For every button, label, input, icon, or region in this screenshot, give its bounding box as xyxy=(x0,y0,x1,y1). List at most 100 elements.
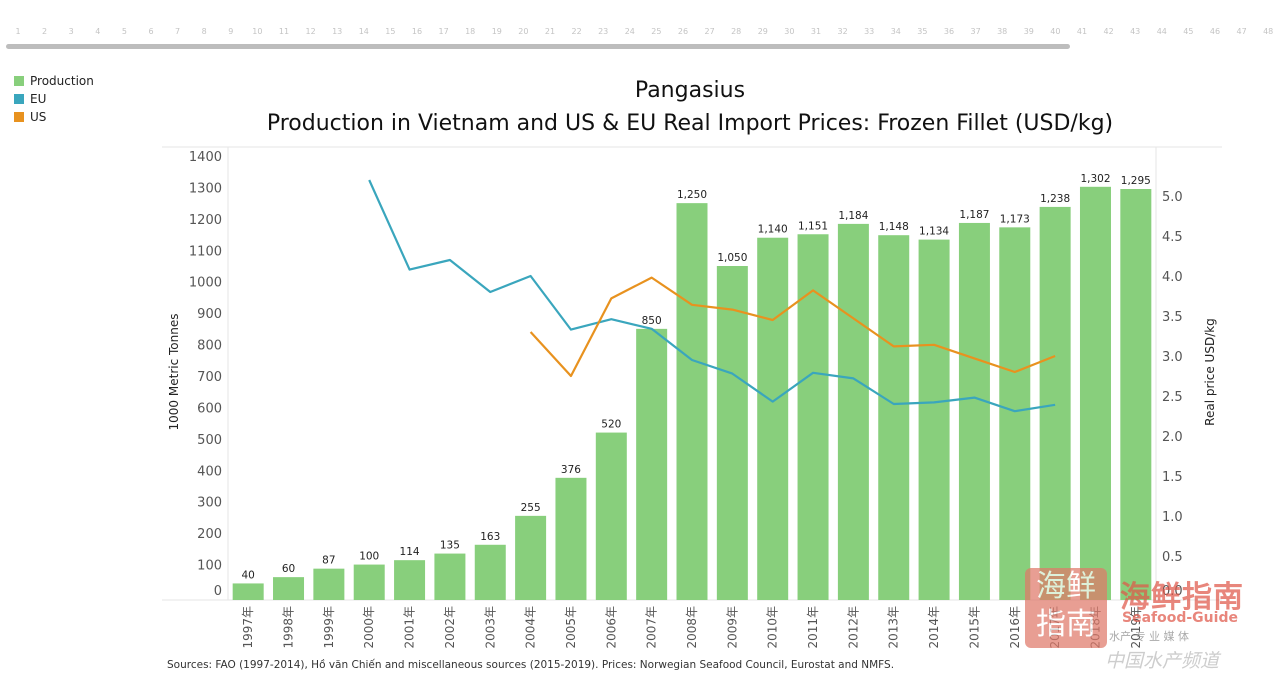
tick-strip-label: 23 xyxy=(598,27,608,36)
watermark-box: 海鲜指南 xyxy=(1025,568,1107,648)
tick-strip-label: 15 xyxy=(385,27,395,36)
tick-strip-label: 21 xyxy=(545,27,555,36)
tick-strip-label: 12 xyxy=(306,27,316,36)
bar-production xyxy=(837,223,869,600)
y2-axis-title: Real price USD/kg xyxy=(1203,318,1217,426)
x-tick-label: 2002年 xyxy=(443,606,457,649)
tick-strip-label: 11 xyxy=(279,27,289,36)
bar-production xyxy=(757,237,789,600)
x-tick-label: 2000年 xyxy=(362,606,376,649)
bar-data-label: 376 xyxy=(561,464,581,476)
line-eu xyxy=(368,179,1056,413)
tick-strip-label: 13 xyxy=(332,27,342,36)
bar-data-label: 100 xyxy=(359,551,379,563)
horizontal-scrollbar[interactable] xyxy=(6,44,1070,49)
bar-production xyxy=(555,477,587,600)
watermark-logo: 海鲜指南 海鲜指南 Seafood-Guide 水产 专 业 媒 体 中国水产频… xyxy=(1025,566,1280,676)
tick-strip-label: 41 xyxy=(1077,27,1087,36)
y-tick-label: 700 xyxy=(197,370,222,385)
bar-production xyxy=(918,239,950,600)
tick-strip-label: 26 xyxy=(678,27,688,36)
bar-data-label: 1,295 xyxy=(1121,175,1151,187)
bar-data-label: 1,148 xyxy=(879,221,909,233)
tick-strip-label: 5 xyxy=(122,27,127,36)
y-tick-label: 800 xyxy=(197,339,222,354)
tick-strip-label: 44 xyxy=(1157,27,1167,36)
tick-strip-label: 32 xyxy=(838,27,848,36)
tick-strip-label: 14 xyxy=(359,27,369,36)
tick-strip-label: 48 xyxy=(1263,27,1273,36)
chart-subtitle: Production in Vietnam and US & EU Real I… xyxy=(266,111,1114,136)
bar-data-label: 60 xyxy=(282,563,295,575)
y-tick-label: 1400 xyxy=(189,150,222,165)
bar-production xyxy=(595,432,627,600)
x-tick-label: 2014年 xyxy=(927,606,941,649)
tick-strip-label: 19 xyxy=(492,27,502,36)
x-tick-label: 2011年 xyxy=(806,606,820,649)
x-tick-label: 2019年 xyxy=(1129,606,1143,649)
legend: Production EU US xyxy=(14,72,94,126)
watermark-english: Seafood-Guide xyxy=(1122,610,1238,626)
y2-tick-label: 2.5 xyxy=(1162,390,1183,405)
y-tick-label: 1200 xyxy=(189,213,222,228)
bar-data-label: 40 xyxy=(241,569,254,581)
tick-strip-label: 4 xyxy=(95,27,100,36)
legend-label-production: Production xyxy=(30,74,94,88)
bar-data-label: 87 xyxy=(322,555,335,567)
tick-strip-label: 47 xyxy=(1237,27,1247,36)
legend-swatch-us xyxy=(14,112,24,122)
y-tick-label: 0 xyxy=(214,584,222,599)
y2-tick-label: 0.5 xyxy=(1162,550,1183,565)
bar-production xyxy=(474,544,506,600)
y-tick-label: 400 xyxy=(197,464,222,479)
bar-production xyxy=(636,328,668,600)
x-tick-label: 2005年 xyxy=(564,606,578,649)
y2-tick-label: 0.0 xyxy=(1162,584,1183,599)
bar-production xyxy=(797,234,829,600)
y-axis-title: 1000 Metric Tonnes xyxy=(167,314,181,431)
bar-data-label: 1,250 xyxy=(677,189,707,201)
x-tick-label: 2016年 xyxy=(1008,606,1022,649)
tick-strip-label: 7 xyxy=(175,27,180,36)
tick-strip-label: 10 xyxy=(252,27,262,36)
watermark-title: 海鲜指南 xyxy=(1120,580,1244,615)
x-tick-label: 2012年 xyxy=(846,606,860,649)
y-tick-label: 1100 xyxy=(189,244,222,259)
bar-production xyxy=(676,203,708,600)
tick-strip-label: 40 xyxy=(1050,27,1060,36)
tick-strip-label: 16 xyxy=(412,27,422,36)
bar-production xyxy=(716,266,748,600)
y2-tick-label: 3.5 xyxy=(1162,310,1183,325)
x-tick-label: 2004年 xyxy=(524,606,538,649)
tick-strip-label: 25 xyxy=(651,27,661,36)
bar-data-label: 1,184 xyxy=(838,210,868,222)
bar-production xyxy=(313,568,345,600)
x-tick-label: 1998年 xyxy=(282,606,296,649)
tick-strip-label: 42 xyxy=(1104,27,1114,36)
tick-strip-label: 29 xyxy=(758,27,768,36)
y-tick-label: 200 xyxy=(197,527,222,542)
y-tick-label: 1300 xyxy=(189,181,222,196)
bar-production xyxy=(958,222,990,600)
bar-production xyxy=(515,515,547,600)
tick-strip-label: 31 xyxy=(811,27,821,36)
bar-data-label: 850 xyxy=(642,315,662,327)
tick-strip-label: 34 xyxy=(891,27,901,36)
legend-item-us[interactable]: US xyxy=(14,108,94,126)
tick-strip-label: 17 xyxy=(439,27,449,36)
bar-data-label: 1,187 xyxy=(959,209,989,221)
bar-data-label: 135 xyxy=(440,540,460,552)
bar-data-label: 1,151 xyxy=(798,220,828,232)
y2-tick-label: 2.0 xyxy=(1162,430,1183,445)
legend-item-eu[interactable]: EU xyxy=(14,90,94,108)
legend-item-production[interactable]: Production xyxy=(14,72,94,90)
bar-production xyxy=(999,227,1031,601)
y2-tick-label: 4.5 xyxy=(1162,230,1183,245)
tick-strip-label: 37 xyxy=(971,27,981,36)
y2-tick-label: 1.5 xyxy=(1162,470,1183,485)
y-tick-label: 600 xyxy=(197,401,222,416)
tick-strip-label: 1 xyxy=(15,27,20,36)
bar-production xyxy=(273,577,305,600)
tick-strip-label: 27 xyxy=(705,27,715,36)
bar-data-label: 255 xyxy=(521,502,541,514)
